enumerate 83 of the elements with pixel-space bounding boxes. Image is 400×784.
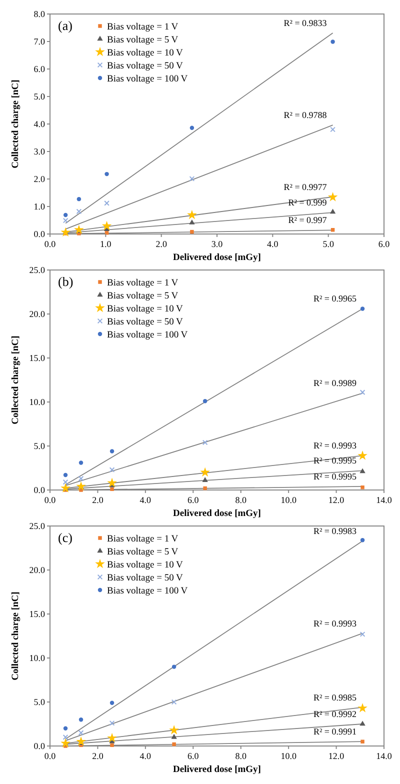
y-tick-label: 25.0 <box>29 265 46 276</box>
annotation: R² = 0.9989 <box>313 378 358 388</box>
x-tick-label: 4.0 <box>267 239 279 249</box>
y-tick-label: 6.0 <box>34 64 46 74</box>
y-tick-label: 5.0 <box>34 697 46 708</box>
legend-label: Bias voltage = 5 V <box>107 291 178 302</box>
x-tick-label: 10.0 <box>280 751 297 761</box>
annotation: R² = 0.9983 <box>313 526 358 536</box>
y-tick-label: 10.0 <box>29 397 46 408</box>
y-axis-title: Collected charge [nC] <box>11 336 21 424</box>
annotation: R² = 0.9995 <box>313 456 358 466</box>
legend-label: Bias voltage = 1 V <box>107 534 178 544</box>
legend-label: Bias voltage = 10 V <box>107 48 184 58</box>
y-axis-title: Collected charge [nC] <box>11 592 21 680</box>
y-tick-label: 7.0 <box>34 36 46 47</box>
chart-title: (a) <box>58 18 72 33</box>
annotation: R² = 0.9985 <box>313 692 358 702</box>
annotation: R² = 0.9993 <box>313 440 358 451</box>
x-tick-label: 2.0 <box>156 239 168 249</box>
legend-label: Bias voltage = 1 V <box>107 22 178 32</box>
x-tick-label: 8.0 <box>235 495 247 505</box>
x-tick-label: 10.0 <box>280 495 297 505</box>
y-tick-label: 20.0 <box>29 565 46 576</box>
legend-label: Bias voltage = 50 V <box>107 317 184 328</box>
legend-label: Bias voltage = 100 V <box>107 586 188 596</box>
legend-label: Bias voltage = 50 V <box>107 573 184 584</box>
legend-label: Bias voltage = 5 V <box>107 35 178 46</box>
x-axis-title: Delivered dose [mGy] <box>173 253 261 263</box>
y-tick-label: 15.0 <box>29 353 46 364</box>
y-tick-label: 1.0 <box>34 202 46 212</box>
x-tick-label: 3.0 <box>211 239 224 249</box>
y-tick-label: 0.0 <box>34 741 46 752</box>
x-tick-label: 4.0 <box>140 495 152 505</box>
y-tick-label: 0.0 <box>34 229 46 240</box>
x-tick-label: 14.0 <box>376 495 392 505</box>
annotation: R² = 0.9991 <box>313 726 357 737</box>
y-tick-label: 0.0 <box>34 485 46 496</box>
y-tick-label: 25.0 <box>29 521 46 532</box>
chart-title: (c) <box>58 530 72 545</box>
annotation: R² = 0.9833 <box>284 18 328 28</box>
x-tick-label: 6.0 <box>188 495 200 505</box>
legend-label: Bias voltage = 50 V <box>107 61 184 72</box>
x-tick-label: 8.0 <box>235 751 247 761</box>
legend-label: Bias voltage = 10 V <box>107 560 184 570</box>
x-tick-label: 0.0 <box>44 239 56 249</box>
x-axis-title: Delivered dose [mGy] <box>173 765 261 775</box>
annotation: R² = 0.9965 <box>313 294 358 304</box>
legend-label: Bias voltage = 100 V <box>107 74 188 84</box>
legend-label: Bias voltage = 5 V <box>107 547 178 558</box>
annotation: R² = 0.9977 <box>284 182 328 192</box>
y-tick-label: 2.0 <box>34 174 46 184</box>
x-tick-label: 2.0 <box>92 495 104 505</box>
y-tick-label: 20.0 <box>29 309 46 320</box>
y-tick-label: 4.0 <box>34 119 46 130</box>
annotation: R² = 0.997 <box>288 215 328 226</box>
x-tick-label: 0.0 <box>44 495 56 505</box>
chart-title: (b) <box>58 274 74 289</box>
x-axis-title: Delivered dose [mGy] <box>173 509 261 519</box>
x-tick-label: 14.0 <box>376 751 392 761</box>
annotation: R² = 0.9995 <box>313 471 358 482</box>
annotation: R² = 0.9788 <box>284 110 328 120</box>
legend-label: Bias voltage = 100 V <box>107 330 188 340</box>
x-tick-label: 6.0 <box>378 239 390 249</box>
annotation: R² = 0.9993 <box>313 618 358 628</box>
legend-label: Bias voltage = 1 V <box>107 278 178 288</box>
y-tick-label: 15.0 <box>29 609 46 620</box>
x-tick-label: 2.0 <box>92 751 104 761</box>
x-tick-label: 5.0 <box>322 239 334 249</box>
x-tick-label: 6.0 <box>188 751 200 761</box>
annotation: R² = 0.9992 <box>313 709 357 719</box>
y-tick-label: 5.0 <box>34 441 46 452</box>
annotation: R² = 0.999 <box>288 198 328 208</box>
legend-label: Bias voltage = 10 V <box>107 304 184 314</box>
x-tick-label: 12.0 <box>328 495 345 505</box>
y-tick-label: 10.0 <box>29 653 46 664</box>
x-tick-label: 12.0 <box>328 751 345 761</box>
x-tick-label: 4.0 <box>140 751 152 761</box>
x-tick-label: 1.0 <box>100 239 112 249</box>
y-tick-label: 8.0 <box>34 9 46 20</box>
y-tick-label: 3.0 <box>34 146 46 157</box>
x-tick-label: 0.0 <box>44 751 56 761</box>
y-tick-label: 5.0 <box>34 92 46 102</box>
y-axis-title: Collected charge [nC] <box>11 80 21 168</box>
